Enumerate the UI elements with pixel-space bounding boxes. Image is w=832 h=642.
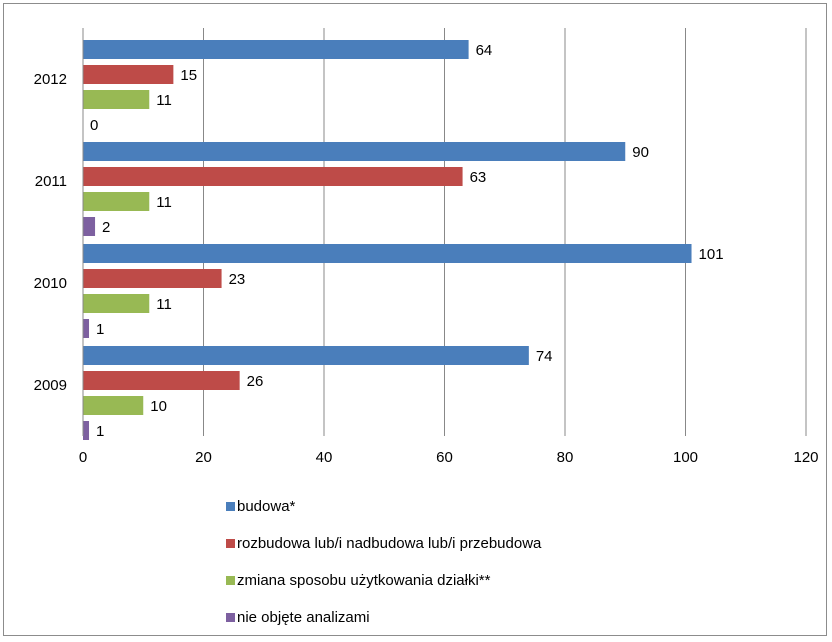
category-label: 2011	[35, 173, 67, 190]
data-label: 10	[150, 398, 167, 415]
legend-label: budowa*	[237, 498, 296, 515]
bar	[83, 396, 143, 415]
x-tick-label: 40	[316, 449, 333, 466]
category-label: 2009	[34, 377, 67, 394]
bar	[83, 90, 149, 109]
data-label: 26	[247, 373, 264, 390]
data-label: 15	[180, 67, 197, 84]
chart-frame: 64 15 11 0 90 63 11 2 101 23 11 1 74 26 10 1 0 20 40 60 80 1…	[3, 3, 827, 636]
data-label: 11	[156, 296, 172, 313]
legend-label: nie objęte analizami	[237, 609, 370, 626]
data-label: 2	[102, 219, 110, 236]
bar	[83, 244, 692, 263]
gridlines	[204, 28, 807, 436]
bar	[83, 421, 89, 440]
bar	[83, 142, 625, 161]
category-label: 2012	[34, 71, 67, 88]
bar	[83, 319, 89, 338]
data-label: 74	[536, 348, 553, 365]
data-label: 1	[96, 423, 104, 440]
data-label: 90	[632, 144, 649, 161]
bar	[83, 269, 222, 288]
x-tick-label: 0	[79, 449, 87, 466]
data-label: 0	[90, 117, 98, 134]
bar	[83, 65, 173, 84]
legend-swatch	[226, 576, 235, 585]
legend-swatch	[226, 502, 235, 511]
bar	[83, 167, 463, 186]
legend-swatch	[226, 613, 235, 622]
x-tick-label: 60	[436, 449, 453, 466]
bar	[83, 371, 240, 390]
data-label: 63	[470, 169, 487, 186]
x-tick-label: 100	[673, 449, 698, 466]
category-label: 2010	[34, 275, 67, 292]
x-tick-label: 80	[557, 449, 574, 466]
legend-label: rozbudowa lub/i nadbudowa lub/i przebudo…	[237, 535, 542, 552]
legend: budowa* rozbudowa lub/i nadbudowa lub/i p…	[226, 498, 542, 626]
x-tick-label: 20	[195, 449, 212, 466]
data-label: 1	[96, 321, 104, 338]
data-label: 11	[156, 92, 172, 109]
data-label: 11	[156, 194, 172, 211]
x-tick-label: 120	[793, 449, 818, 466]
bar	[83, 217, 95, 236]
bar	[83, 294, 149, 313]
y-axis-categories: 2012 2011 2010 2009	[34, 71, 67, 394]
bar	[83, 40, 469, 59]
data-label: 64	[476, 42, 493, 59]
legend-swatch	[226, 539, 235, 548]
bars	[83, 40, 692, 440]
bar	[83, 192, 149, 211]
data-label: 101	[699, 246, 724, 263]
bar	[83, 346, 529, 365]
data-label: 23	[229, 271, 246, 288]
legend-label: zmiana sposobu użytkowania działki**	[237, 572, 491, 589]
